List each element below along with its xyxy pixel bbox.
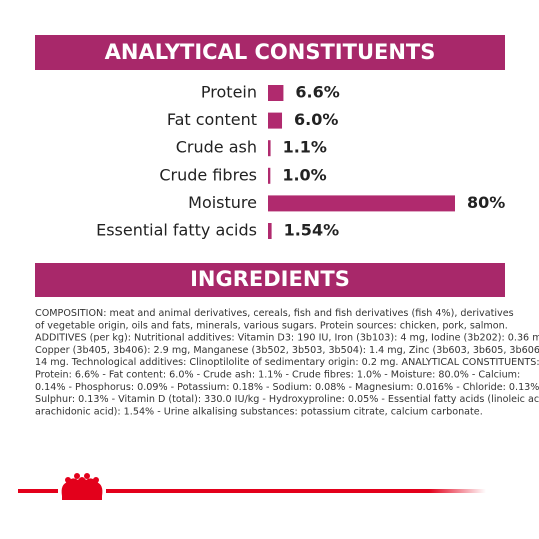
value-label: 6.6% [295,83,339,102]
chart-title: ANALYTICAL CONSTITUENTS [105,40,436,64]
bar [268,223,272,239]
ingredients-title: INGREDIENTS [190,267,350,291]
bar [268,195,455,212]
ingredients-line: arachidonic acid): 1.54% - Urine alkalis… [35,406,483,417]
value-label: 1.54% [284,221,340,240]
ingredients-line: ADDITIVES (per kg): Nutritional additive… [35,333,539,344]
value-label: 1.0% [282,165,326,184]
ingredients-line: 0.14% - Phosphorus: 0.09% - Potassium: 0… [35,382,539,393]
footer-line [106,489,486,493]
category-label: Crude ash [176,138,257,157]
ingredients-line: Sulphur: 0.13% - Vitamin D (total): 330.… [35,394,539,405]
ingredients-line: Copper (3b405, 3b406): 2.9 mg, Manganese… [35,345,539,356]
category-label: Crude fibres [159,165,257,184]
ingredients-line: COMPOSITION: meat and animal derivatives… [35,308,514,319]
bar [268,85,284,101]
ingredients-line: of vegetable origin, oils and fats, mine… [35,320,508,331]
category-label: Essential fatty acids [96,221,257,240]
value-label: 80% [467,193,505,212]
category-label: Protein [201,83,257,102]
category-label: Moisture [188,193,257,212]
value-label: 1.1% [283,138,327,157]
bar [268,140,271,157]
ingredients-text: COMPOSITION: meat and animal derivatives… [35,308,539,417]
ingredients-line: 14 mg. Technological additives: Clinopti… [35,357,539,368]
footer-line [18,489,58,493]
category-label: Fat content [167,110,257,129]
ingredients-band [35,263,505,297]
ingredients-line: Protein: 6.6% - Fat content: 6.0% - Crud… [35,370,520,381]
value-label: 6.0% [294,110,338,129]
header-band [35,35,505,70]
bar [268,112,283,129]
bar [268,167,271,184]
crown-logo [61,473,103,500]
